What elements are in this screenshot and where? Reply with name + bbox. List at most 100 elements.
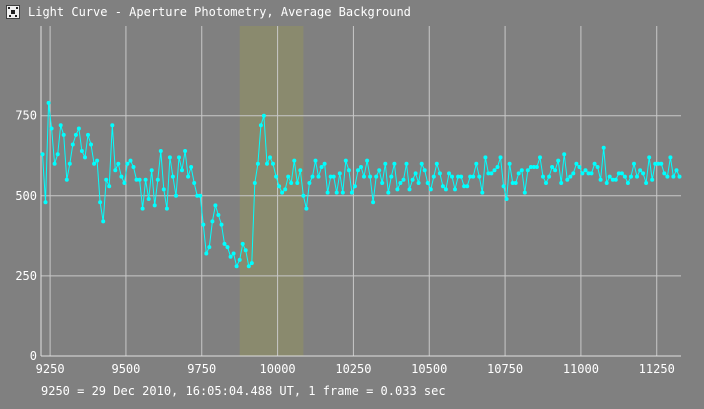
data-point	[352, 184, 357, 189]
data-point	[119, 174, 124, 179]
data-point	[468, 174, 473, 179]
data-point	[301, 193, 306, 198]
data-point	[240, 241, 245, 246]
data-point	[283, 187, 288, 192]
data-point	[222, 241, 227, 246]
data-point	[125, 161, 130, 166]
data-point	[95, 158, 100, 163]
data-point	[525, 168, 530, 173]
data-point	[359, 165, 363, 169]
data-point	[622, 174, 627, 179]
data-point	[456, 174, 461, 179]
data-point	[265, 161, 269, 166]
data-point	[510, 181, 515, 185]
data-point	[122, 181, 127, 185]
data-point	[619, 171, 624, 176]
data-point	[504, 197, 509, 201]
data-point	[459, 174, 464, 179]
data-point	[243, 248, 248, 253]
data-point	[192, 181, 197, 185]
data-point	[328, 174, 333, 179]
data-point	[616, 171, 621, 176]
data-point	[198, 193, 203, 198]
data-point	[89, 142, 93, 147]
data-point	[255, 161, 260, 166]
data-point	[574, 161, 579, 166]
data-point	[177, 155, 181, 160]
data-point	[52, 161, 57, 166]
data-point	[531, 165, 536, 169]
data-point	[547, 174, 552, 179]
y-tick-label: 750	[15, 109, 37, 123]
data-point	[334, 190, 339, 195]
data-point	[365, 158, 370, 163]
data-point	[225, 245, 230, 250]
data-point	[413, 171, 418, 176]
data-point	[440, 184, 445, 189]
data-point	[607, 174, 612, 179]
data-point	[577, 165, 582, 169]
data-point	[671, 174, 676, 179]
data-point	[674, 168, 679, 173]
data-point	[86, 132, 90, 137]
data-point	[638, 168, 643, 173]
data-point	[219, 222, 224, 227]
light-curve-app-icon[interactable]	[6, 5, 20, 19]
data-point	[516, 171, 521, 176]
y-tick-label: 0	[30, 349, 37, 363]
data-point	[322, 161, 327, 166]
data-point	[650, 177, 655, 182]
data-point	[286, 174, 291, 179]
data-point	[668, 155, 673, 160]
data-point	[76, 126, 81, 131]
data-point	[562, 152, 567, 157]
data-point	[149, 168, 154, 173]
data-point	[629, 174, 633, 179]
data-point	[61, 132, 66, 137]
data-point	[416, 181, 421, 185]
data-point	[349, 190, 354, 195]
data-point	[635, 174, 639, 179]
data-point	[143, 177, 148, 182]
data-point	[183, 149, 188, 153]
data-point	[67, 161, 72, 166]
data-point	[592, 161, 597, 166]
data-point	[174, 193, 178, 198]
data-point	[501, 184, 506, 189]
data-point	[274, 174, 279, 179]
data-point	[604, 181, 609, 185]
data-point	[234, 264, 239, 269]
data-point	[392, 161, 397, 166]
data-point	[601, 145, 606, 150]
highlight-layer	[239, 26, 304, 356]
label-layer: 9250 9500 9750 10000 10250 10500 10750 11000 112…	[15, 109, 674, 376]
data-point	[656, 161, 661, 166]
x-tick-label: 10250	[335, 362, 371, 376]
data-point	[428, 187, 433, 192]
data-point	[261, 113, 266, 118]
data-point	[249, 261, 254, 266]
data-point	[207, 245, 212, 250]
data-point	[483, 155, 488, 160]
data-point	[155, 177, 160, 182]
grid-layer	[41, 26, 681, 357]
data-point	[49, 126, 54, 131]
data-point	[304, 206, 309, 211]
data-point	[325, 190, 330, 195]
data-point	[474, 161, 479, 166]
data-point	[158, 149, 163, 153]
data-point	[644, 181, 649, 185]
data-point	[559, 181, 564, 185]
data-point	[410, 177, 415, 182]
data-point	[252, 181, 257, 185]
data-point	[292, 158, 297, 163]
data-point	[434, 161, 439, 166]
data-point	[319, 165, 324, 169]
data-point	[665, 174, 670, 179]
data-point	[371, 200, 376, 205]
data-point	[337, 171, 342, 176]
data-point	[486, 171, 491, 176]
data-point	[92, 161, 97, 166]
data-point	[107, 184, 112, 189]
data-point	[210, 219, 215, 224]
